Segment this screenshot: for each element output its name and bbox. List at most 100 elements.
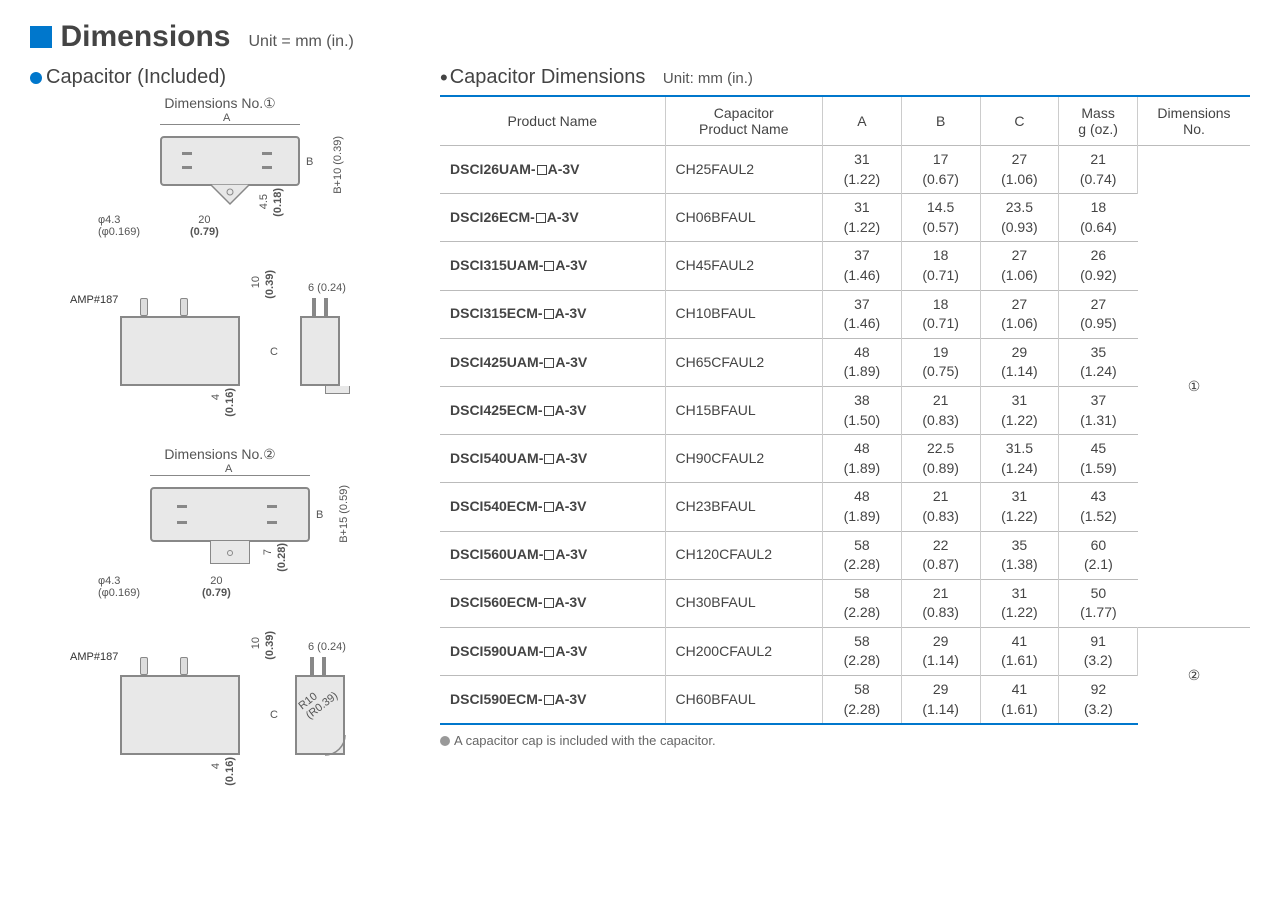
blue-dot-icon (30, 72, 42, 84)
cap-body-1 (160, 136, 300, 186)
cell-cap-name: CH23BFAUL (665, 483, 823, 531)
mount-block-icon (210, 540, 250, 564)
cell-value: 92(3.2) (1059, 676, 1138, 725)
dim-s2-10: 10 (250, 637, 262, 649)
cell-dim-no-2: ② (1138, 627, 1251, 724)
cap-front-2 (120, 675, 240, 755)
diagram-2-side: AMP#187 10 (0.39) 6 (0.24) R10(R0.39) C … (70, 637, 370, 787)
diagram-1-side: AMP#187 10 (0.39) 6 (0.24) C 4 (0.16) (70, 276, 370, 426)
cell-product-name: DSCI315ECM-A-3V (440, 290, 665, 338)
cell-cap-name: CH06BFAUL (665, 194, 823, 242)
cell-cap-name: CH65CFAUL2 (665, 338, 823, 386)
cap-side-1 (300, 316, 340, 386)
cell-value: 27(1.06) (980, 146, 1059, 194)
table-row: DSCI425UAM-A-3VCH65CFAUL248(1.89)19(0.75… (440, 338, 1250, 386)
cell-value: 29(1.14) (901, 676, 980, 725)
left-heading-text: Capacitor (Included) (46, 66, 226, 88)
main-title: Dimensions Unit = mm (in.) (30, 20, 1250, 54)
table-row: DSCI540ECM-A-3VCH23BFAUL48(1.89)21(0.83)… (440, 483, 1250, 531)
cell-value: 21(0.74) (1059, 146, 1138, 194)
title-square-icon (30, 26, 52, 48)
cell-value: 38(1.50) (823, 386, 902, 434)
cell-product-name: DSCI590ECM-A-3V (440, 676, 665, 725)
cell-product-name: DSCI540UAM-A-3V (440, 435, 665, 483)
dimensions-table: Product Name Capacitor Product Name A B … (440, 95, 1250, 725)
dim2-7in: (0.28) (276, 543, 288, 572)
table-heading-text: Capacitor Dimensions (450, 66, 646, 88)
dim2-bp15: B+15 (0.59) (338, 485, 350, 543)
cell-value: 91(3.2) (1059, 627, 1138, 675)
dim-20: 20(0.79) (190, 214, 219, 238)
dim-s1-C: C (270, 346, 278, 358)
col-cap-name: Capacitor Product Name (665, 96, 823, 146)
table-heading: •Capacitor Dimensions Unit: mm (in.) (440, 66, 1250, 89)
cell-value: 45(1.59) (1059, 435, 1138, 483)
dim-no1-label: Dimensions No.① (30, 95, 410, 112)
table-body: DSCI26UAM-A-3VCH25FAUL231(1.22)17(0.67)2… (440, 146, 1250, 725)
dim2-phi: φ4.3(φ0.169) (98, 575, 140, 599)
cell-value: 22(0.87) (901, 531, 980, 579)
cell-value: 17(0.67) (901, 146, 980, 194)
dim-bp10: B+10 (0.39) (332, 136, 344, 194)
cell-value: 35(1.38) (980, 531, 1059, 579)
cell-product-name: DSCI560UAM-A-3V (440, 531, 665, 579)
table-row: DSCI560UAM-A-3VCH120CFAUL258(2.28)22(0.8… (440, 531, 1250, 579)
cell-value: 48(1.89) (823, 483, 902, 531)
cell-value: 26(0.92) (1059, 242, 1138, 290)
col-b: B (901, 96, 980, 146)
title-unit: Unit = mm (in.) (249, 33, 354, 51)
cell-value: 22.5(0.89) (901, 435, 980, 483)
cell-product-name: DSCI560ECM-A-3V (440, 579, 665, 627)
col-a: A (823, 96, 902, 146)
table-row: DSCI540UAM-A-3VCH90CFAUL248(1.89)22.5(0.… (440, 435, 1250, 483)
terminal-pin-icon (140, 298, 148, 316)
cell-value: 18(0.64) (1059, 194, 1138, 242)
table-unit: Unit: mm (in.) (663, 70, 753, 87)
col-dim-no: Dimensions No. (1138, 96, 1251, 146)
cell-value: 21(0.83) (901, 386, 980, 434)
cell-cap-name: CH15BFAUL (665, 386, 823, 434)
gray-dot-icon (440, 736, 450, 746)
dim-45: 4.5 (258, 194, 270, 209)
cell-value: 58(2.28) (823, 579, 902, 627)
cell-cap-name: CH25FAUL2 (665, 146, 823, 194)
cell-cap-name: CH45FAUL2 (665, 242, 823, 290)
cell-product-name: DSCI425ECM-A-3V (440, 386, 665, 434)
cell-value: 31(1.22) (980, 579, 1059, 627)
cell-value: 31(1.22) (823, 194, 902, 242)
cell-product-name: DSCI540ECM-A-3V (440, 483, 665, 531)
dim-s1-4in: (0.16) (224, 388, 236, 417)
col-product-name: Product Name (440, 96, 665, 146)
radius-corner-icon (325, 735, 355, 765)
cell-value: 27(1.06) (980, 242, 1059, 290)
table-row: DSCI315UAM-A-3VCH45FAUL237(1.46)18(0.71)… (440, 242, 1250, 290)
cell-dim-no-1: ① (1138, 146, 1251, 628)
cell-value: 37(1.46) (823, 290, 902, 338)
dim-s2-4: 4 (210, 763, 222, 769)
cell-value: 48(1.89) (823, 435, 902, 483)
cell-value: 29(1.14) (980, 338, 1059, 386)
cell-product-name: DSCI425UAM-A-3V (440, 338, 665, 386)
footnote-text: A capacitor cap is included with the cap… (454, 733, 716, 748)
cell-value: 60(2.1) (1059, 531, 1138, 579)
cell-value: 31(1.22) (980, 386, 1059, 434)
cell-product-name: DSCI590UAM-A-3V (440, 627, 665, 675)
cell-value: 35(1.24) (1059, 338, 1138, 386)
dim-s2-C: C (270, 709, 278, 721)
cell-cap-name: CH200CFAUL2 (665, 627, 823, 675)
dim2-20: 20(0.79) (202, 575, 231, 599)
cell-cap-name: CH10BFAUL (665, 290, 823, 338)
footnote: A capacitor cap is included with the cap… (440, 733, 1250, 748)
dim-s2-10in: (0.39) (264, 631, 276, 660)
cell-cap-name: CH60BFAUL (665, 676, 823, 725)
table-header-row: Product Name Capacitor Product Name A B … (440, 96, 1250, 146)
dim-s1-6: 6 (0.24) (308, 282, 346, 294)
cell-value: 37(1.31) (1059, 386, 1138, 434)
cell-value: 27(0.95) (1059, 290, 1138, 338)
cell-value: 19(0.75) (901, 338, 980, 386)
col-c: C (980, 96, 1059, 146)
cell-value: 21(0.83) (901, 579, 980, 627)
dim-s1-4: 4 (210, 394, 222, 400)
cap-front-1 (120, 316, 240, 386)
dim-A: A (223, 112, 230, 124)
